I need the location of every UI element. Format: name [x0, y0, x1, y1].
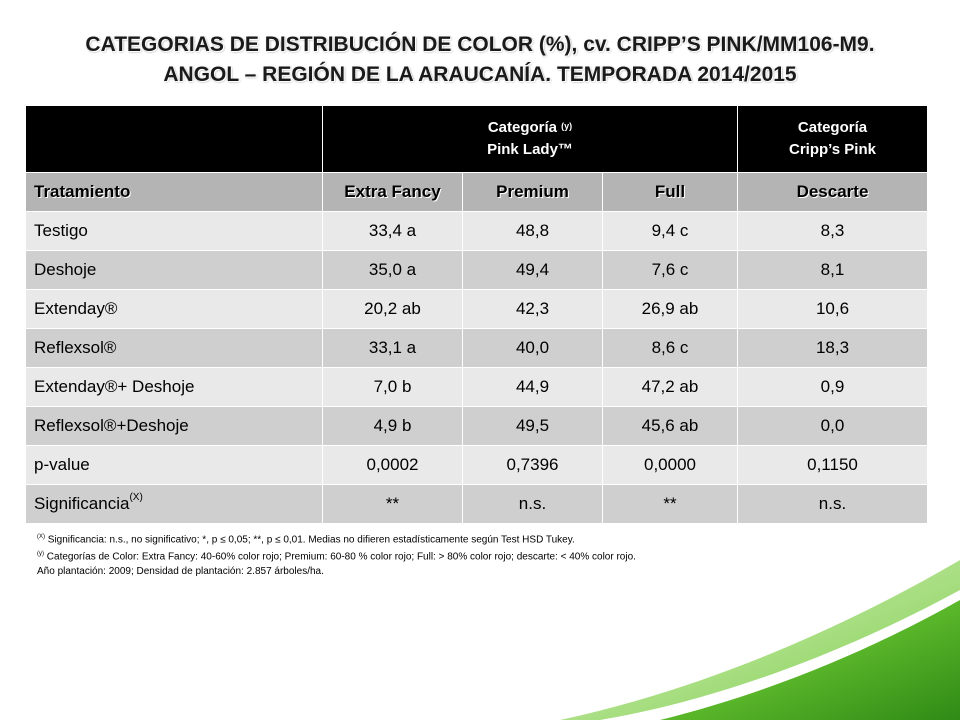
- footnote-y-mark: (y): [37, 551, 44, 558]
- table-row: Reflexsol®+Deshoje 4,9 b 49,5 45,6 ab 0,…: [25, 406, 928, 446]
- row-treatment: Significancia(X): [25, 484, 323, 524]
- cell-full: **: [602, 484, 738, 524]
- cell-full: 9,4 c: [602, 211, 738, 251]
- cell-premium: 49,5: [462, 406, 603, 446]
- cell-premium: 49,4: [462, 250, 603, 290]
- header-blank: [25, 105, 323, 173]
- significance-label: Significancia: [34, 494, 130, 513]
- col-full: Full: [602, 172, 738, 212]
- table-row: Deshoje 35,0 a 49,4 7,6 c 8,1: [25, 250, 928, 290]
- cell-extra-fancy: 0,0002: [322, 445, 463, 485]
- footnote-y: (y) Categorías de Color: Extra Fancy: 40…: [37, 547, 937, 564]
- table-row: Extenday® 20,2 ab 42,3 26,9 ab 10,6: [25, 289, 928, 329]
- cell-full: 8,6 c: [602, 328, 738, 368]
- table-row: Extenday®+ Deshoje 7,0 b 44,9 47,2 ab 0,…: [25, 367, 928, 407]
- table-row: Testigo 33,4 a 48,8 9,4 c 8,3: [25, 211, 928, 251]
- cell-extra-fancy: 33,1 a: [322, 328, 463, 368]
- row-treatment: Extenday®: [25, 289, 323, 329]
- pink-lady-footnote-mark: (y): [561, 121, 573, 131]
- cell-descarte: 8,1: [737, 250, 928, 290]
- table-column-header: Tratamiento Extra Fancy Premium Full Des…: [25, 172, 928, 212]
- cell-extra-fancy: 33,4 a: [322, 211, 463, 251]
- cell-descarte: 0,9: [737, 367, 928, 407]
- cell-extra-fancy: 4,9 b: [322, 406, 463, 446]
- row-treatment: Testigo: [25, 211, 323, 251]
- cell-premium: 48,8: [462, 211, 603, 251]
- pink-lady-label: Pink Lady™: [487, 141, 573, 158]
- cell-extra-fancy: **: [322, 484, 463, 524]
- color-category-table: Categoría (y) Pink Lady™ Categoría Cripp…: [25, 105, 928, 524]
- slide-title: CATEGORIAS DE DISTRIBUCIÓN DE COLOR (%),…: [0, 30, 960, 90]
- table-row-pvalue: p-value 0,0002 0,7396 0,0000 0,1150: [25, 445, 928, 485]
- cripps-category-label: Categoría: [797, 119, 868, 136]
- header-pink-lady: Categoría (y) Pink Lady™: [322, 105, 738, 173]
- cell-descarte: 8,3: [737, 211, 928, 251]
- cell-extra-fancy: 7,0 b: [322, 367, 463, 407]
- col-descarte: Descarte: [737, 172, 928, 212]
- col-premium: Premium: [462, 172, 603, 212]
- row-treatment: Deshoje: [25, 250, 323, 290]
- cell-descarte: 0,0: [737, 406, 928, 446]
- title-line-2: ANGOL – REGIÓN DE LA ARAUCANÍA. TEMPORAD…: [163, 63, 797, 86]
- cell-descarte: 10,6: [737, 289, 928, 329]
- significance-footnote-mark: (X): [129, 492, 143, 503]
- table-row: Reflexsol® 33,1 a 40,0 8,6 c 18,3: [25, 328, 928, 368]
- cell-premium: 40,0: [462, 328, 603, 368]
- table-row-significance: Significancia(X) ** n.s. ** n.s.: [25, 484, 928, 524]
- cell-extra-fancy: 35,0 a: [322, 250, 463, 290]
- row-treatment: Reflexsol®: [25, 328, 323, 368]
- footnote-y-text: Categorías de Color: Extra Fancy: 40-60%…: [46, 551, 636, 563]
- footnote-x-mark: (X): [37, 534, 45, 540]
- cell-extra-fancy: 20,2 ab: [322, 289, 463, 329]
- table-group-header: Categoría (y) Pink Lady™ Categoría Cripp…: [25, 105, 928, 173]
- title-line-1: CATEGORIAS DE DISTRIBUCIÓN DE COLOR (%),…: [85, 33, 875, 56]
- cell-full: 7,6 c: [602, 250, 738, 290]
- cell-descarte: 18,3: [737, 328, 928, 368]
- cell-premium: 0,7396: [462, 445, 603, 485]
- cripps-pink-label: Cripp’s Pink: [789, 141, 876, 158]
- row-treatment: Extenday®+ Deshoje: [25, 367, 323, 407]
- swoosh-light-band: [560, 560, 960, 720]
- cell-full: 26,9 ab: [602, 289, 738, 329]
- swoosh-main-band: [660, 600, 960, 720]
- cell-full: 0,0000: [602, 445, 738, 485]
- cell-premium: 44,9: [462, 367, 603, 407]
- cell-premium: 42,3: [462, 289, 603, 329]
- col-extra-fancy: Extra Fancy: [322, 172, 463, 212]
- cell-full: 47,2 ab: [602, 367, 738, 407]
- cell-descarte: n.s.: [737, 484, 928, 524]
- footnote-x: (X) Significancia: n.s., no significativ…: [37, 530, 937, 547]
- cell-descarte: 0,1150: [737, 445, 928, 485]
- col-tratamiento: Tratamiento: [25, 172, 323, 212]
- pink-lady-category-label: Categoría: [487, 119, 557, 136]
- header-cripps-pink: Categoría Cripp’s Pink: [737, 105, 928, 173]
- footnotes: (X) Significancia: n.s., no significativ…: [37, 530, 937, 579]
- footnote-planting: Año plantación: 2009; Densidad de planta…: [37, 565, 324, 577]
- footnote-x-text: Significancia: n.s., no significativo; *…: [47, 534, 575, 546]
- cell-premium: n.s.: [462, 484, 603, 524]
- cell-full: 45,6 ab: [602, 406, 738, 446]
- row-treatment: Reflexsol®+Deshoje: [25, 406, 323, 446]
- row-treatment: p-value: [25, 445, 323, 485]
